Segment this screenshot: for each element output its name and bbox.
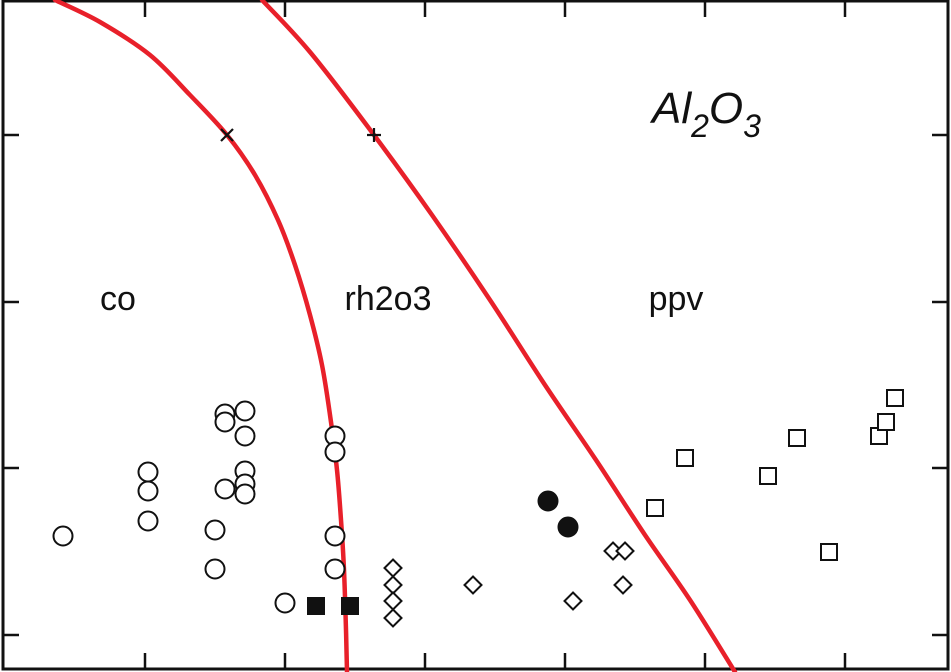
region-label-co: co — [100, 280, 136, 318]
circle-open-point-10 — [234, 425, 256, 447]
circle-open-point-9 — [234, 400, 256, 422]
diamond-open-point-5 — [563, 591, 583, 611]
diamond-open-point-4 — [463, 575, 483, 595]
circle-open-point-13 — [234, 483, 256, 505]
formula-base-2: O — [709, 84, 743, 133]
circle-open-point-0 — [52, 525, 74, 547]
formula-label: Al2O3 — [649, 84, 761, 144]
diamond-open-point-7 — [615, 541, 635, 561]
circle-open-point-5 — [204, 558, 226, 580]
region-label-rh2o3: rh2o3 — [345, 280, 432, 318]
region-label-ppv: ppv — [649, 280, 704, 318]
formula-sub-2: 3 — [743, 108, 761, 144]
square-filled-point-0 — [307, 597, 325, 615]
square-open-point-3 — [788, 429, 806, 447]
square-open-point-6 — [877, 413, 895, 431]
square-open-point-2 — [759, 467, 777, 485]
square-filled-point-1 — [341, 597, 359, 615]
square-open-point-7 — [886, 389, 904, 407]
boundary-rh2o3-ppv — [259, 0, 738, 672]
circle-open-point-2 — [137, 480, 159, 502]
diamond-open-point-8 — [613, 575, 633, 595]
circle-open-point-4 — [204, 519, 226, 541]
diamond-open-point-2 — [383, 591, 403, 611]
square-open-point-1 — [676, 449, 694, 467]
phase-boundaries — [52, 0, 738, 672]
circle-filled-point-0 — [537, 490, 559, 512]
diamond-open-point-0 — [383, 558, 403, 578]
boundary-markers — [220, 128, 381, 142]
diamond-open-point-1 — [383, 575, 403, 595]
square-open-point-0 — [646, 499, 664, 517]
circle-open-point-8 — [214, 478, 236, 500]
diamond-open-point-3 — [383, 608, 403, 628]
circle-open-point-17 — [324, 525, 346, 547]
circle-open-point-7 — [214, 411, 236, 433]
circle-filled-point-1 — [557, 516, 579, 538]
circle-open-point-14 — [274, 592, 296, 614]
square-open-point-4 — [820, 543, 838, 561]
formula-sub-1: 2 — [690, 108, 709, 144]
axis-ticks — [3, 1, 948, 669]
circle-open-point-1 — [137, 461, 159, 483]
data-points — [52, 389, 904, 628]
circle-open-point-16 — [324, 441, 346, 463]
x-marker-0 — [220, 128, 234, 142]
region-labels: co rh2o3 ppv — [100, 280, 703, 318]
circle-open-point-18 — [324, 558, 346, 580]
boundary-co-rh2o3 — [52, 0, 350, 672]
formula-base-1: Al — [649, 84, 692, 133]
plus-marker-1 — [367, 128, 381, 142]
circle-open-point-3 — [137, 510, 159, 532]
